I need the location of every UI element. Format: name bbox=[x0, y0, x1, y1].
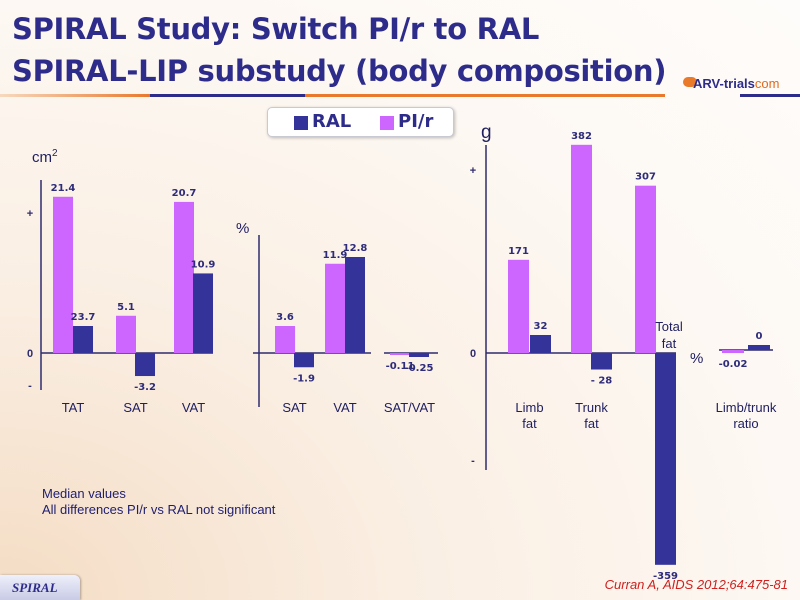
panel1-category-label: TAT bbox=[62, 400, 85, 415]
logo: ARV-trialscom bbox=[693, 76, 780, 91]
citation: Curran A, AIDS 2012;64:475-81 bbox=[604, 577, 788, 592]
panel1-data-label: 20.7 bbox=[172, 188, 197, 199]
panel3-data-label: -359 bbox=[653, 571, 678, 582]
panel2-bar-pir bbox=[390, 353, 410, 355]
study-badge: SPIRAL bbox=[0, 575, 80, 600]
panel2-data-label: -1.9 bbox=[293, 373, 315, 384]
panel2-category-label: SAT bbox=[282, 400, 306, 415]
panel2-data-label: 12.8 bbox=[343, 243, 368, 254]
panel1-unit-label: cm2 bbox=[32, 148, 58, 166]
legend: RAL PI/r bbox=[267, 107, 454, 137]
panel3-bar-pir bbox=[571, 144, 592, 353]
panel3-tick-label: 0 bbox=[470, 348, 476, 360]
panel1-tick-label: + bbox=[27, 208, 33, 220]
panel3-data-label: 382 bbox=[571, 131, 592, 142]
legend-label-ral: RAL bbox=[312, 111, 352, 132]
panel3-category-label: fat bbox=[584, 416, 599, 431]
panel2-data-label: 3.6 bbox=[276, 312, 294, 323]
panel1-bar-ral bbox=[193, 273, 213, 353]
panel4-bar-ral bbox=[748, 345, 770, 350]
panel3-bar-pir bbox=[635, 185, 656, 353]
legend-swatch-pir bbox=[380, 116, 394, 130]
panel3-tick-label: - bbox=[471, 455, 475, 467]
panel2-category-label: VAT bbox=[333, 400, 356, 415]
slide-title-line1: SPIRAL Study: Switch PI/r to RAL bbox=[12, 12, 540, 46]
panel1-bar-ral bbox=[73, 326, 93, 353]
slide-title-line2: SPIRAL-LIP substudy (body composition) bbox=[12, 54, 667, 88]
panel1-bar-pir bbox=[174, 201, 194, 353]
panel3-bar-ral bbox=[655, 353, 676, 565]
panel1-data-label: 5.1 bbox=[117, 302, 135, 313]
panel2-bar-ral bbox=[409, 353, 429, 357]
panel1-data-label: 21.4 bbox=[51, 183, 76, 194]
panel3-data-label: 171 bbox=[508, 246, 529, 257]
legend-swatch-ral bbox=[294, 116, 308, 130]
panel4-data-label: 0 bbox=[756, 331, 763, 342]
panel4-bar-pir bbox=[722, 350, 744, 353]
panel4-unit-label: % bbox=[690, 350, 703, 367]
panel3-bar-pir bbox=[508, 259, 529, 353]
panel2-data-label: -0.11 bbox=[386, 361, 415, 372]
panel1-category-label: SAT bbox=[123, 400, 147, 415]
panel2-bar-ral bbox=[345, 257, 365, 353]
panel3-category-label: fat bbox=[522, 416, 537, 431]
panel3-category-label: Trunk bbox=[575, 400, 608, 415]
panel3-data-label: 32 bbox=[534, 321, 548, 332]
panel3-data-label: 307 bbox=[635, 172, 656, 183]
panel1-data-label: -3.2 bbox=[134, 382, 156, 393]
panel3-category-label: fat bbox=[662, 336, 677, 351]
panel1-tick-label: - bbox=[28, 380, 32, 392]
panel2-bar-pir bbox=[325, 263, 345, 353]
panel1-tick-label: 0 bbox=[27, 348, 33, 360]
panel2-bar-pir bbox=[275, 326, 295, 353]
panel1-data-label: 23.7 bbox=[71, 312, 96, 323]
panel1-category-label: VAT bbox=[182, 400, 205, 415]
note-significance: All differences PI/r vs RAL not signific… bbox=[42, 502, 276, 517]
panel3-tick-label: + bbox=[470, 165, 476, 177]
panel4-category-label: Limb/trunk bbox=[716, 400, 777, 415]
note-median: Median values bbox=[42, 486, 126, 501]
study-badge-label: SPIRAL bbox=[12, 580, 58, 595]
pill-bottle-icon bbox=[683, 77, 697, 87]
header-rule-orange bbox=[0, 94, 150, 97]
panel2-data-label: -0.25 bbox=[405, 363, 434, 374]
panel2-category-label: SAT/VAT bbox=[384, 400, 435, 415]
panel1-bar-pir bbox=[116, 315, 136, 353]
header-rule-orange-2 bbox=[305, 94, 665, 97]
panel2-bar-ral bbox=[294, 353, 314, 368]
header-rule-blue-2 bbox=[740, 94, 800, 97]
panel1-data-label: 10.9 bbox=[191, 259, 216, 270]
panel3-data-label: - 28 bbox=[591, 376, 613, 387]
panel3-category-label: Limb bbox=[515, 400, 543, 415]
panel2-data-label: 11.9 bbox=[323, 250, 348, 261]
panel4-category-label: ratio bbox=[733, 416, 758, 431]
panel4-data-label: -0.02 bbox=[719, 359, 748, 370]
panel1-bar-pir bbox=[53, 196, 73, 353]
panel2-unit-label: % bbox=[236, 220, 249, 237]
panel3-category-label: Total bbox=[655, 319, 683, 334]
panel1-bar-ral bbox=[135, 353, 155, 377]
panel3-unit-label: g bbox=[481, 122, 492, 143]
legend-label-pir: PI/r bbox=[398, 111, 434, 132]
panel3-bar-ral bbox=[530, 335, 551, 353]
panel3-bar-ral bbox=[591, 353, 612, 370]
header-rule-blue bbox=[150, 94, 305, 97]
